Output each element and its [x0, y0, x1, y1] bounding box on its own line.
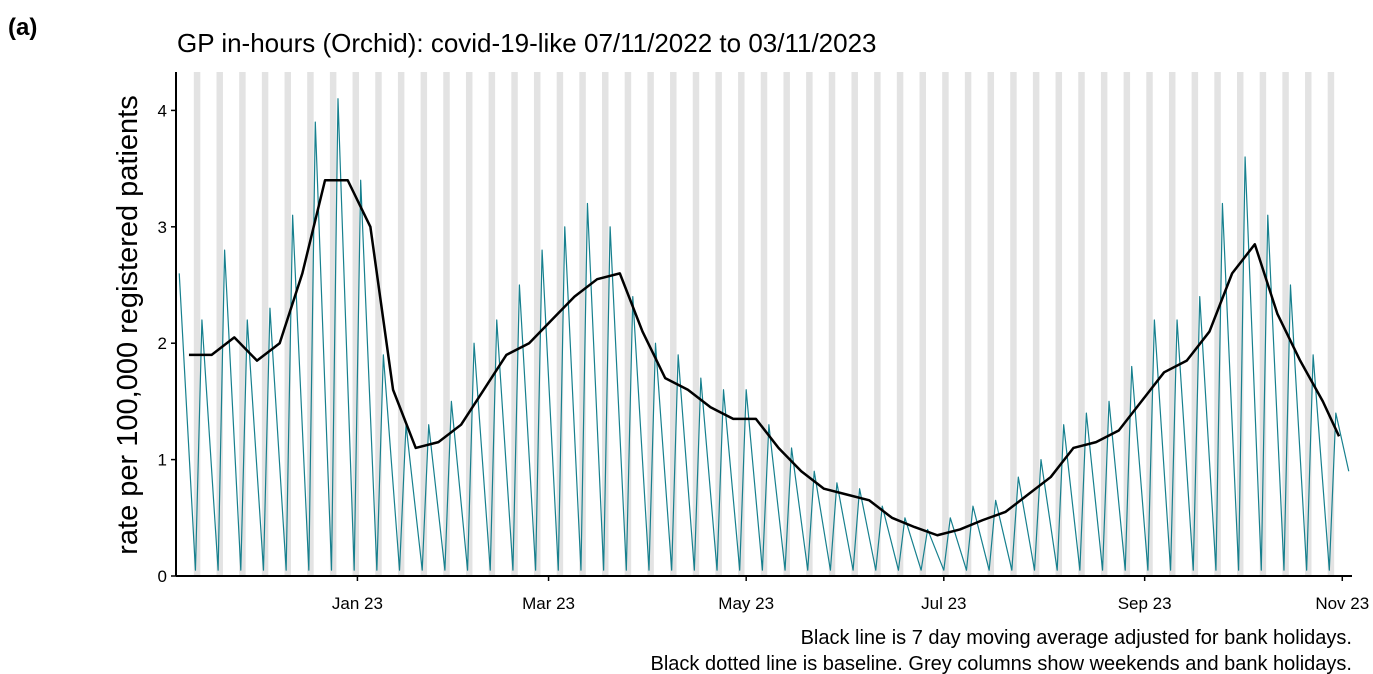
- weekend-column: [624, 72, 632, 576]
- weekend-column: [420, 72, 428, 576]
- weekend-column: [1214, 72, 1221, 576]
- x-tick-label: Nov 23: [1315, 594, 1369, 613]
- y-tick-label: 2: [158, 334, 167, 353]
- weekend-column: [352, 72, 360, 576]
- x-tick-label: Sep 23: [1118, 594, 1172, 613]
- weekend-column: [692, 72, 700, 576]
- weekend-column: [670, 72, 677, 576]
- note: Black line is 7 day moving average adjus…: [801, 627, 1352, 649]
- weekend-column: [851, 72, 858, 576]
- weekend-column: [261, 72, 269, 576]
- weekend-column: [1100, 72, 1108, 576]
- weekend-column: [329, 72, 337, 576]
- weekend-column: [397, 72, 405, 576]
- x-tick-label: Jan 23: [332, 594, 383, 613]
- weekend-column: [1010, 72, 1017, 576]
- weekend-column: [964, 72, 972, 576]
- weekend-column: [511, 72, 518, 576]
- note: Black dotted line is baseline. Grey colu…: [650, 653, 1352, 674]
- axes: 0 1 2 3 4 Jan 23 Mar 23 May 23 Jul 23 Sep 23 Nov 2…: [158, 72, 1369, 613]
- weekend-column: [239, 72, 246, 576]
- weekend-column: [896, 72, 904, 576]
- weekend-column: [1282, 72, 1289, 576]
- weekend-column: [942, 72, 949, 576]
- weekend-column: [1078, 72, 1085, 576]
- x-tick-label: Jul 23: [921, 594, 966, 613]
- plot-lines: [178, 98, 1350, 571]
- weekend-column: [919, 72, 926, 576]
- weekend-column: [874, 72, 881, 576]
- weekend-column: [216, 72, 223, 576]
- weekend-column: [533, 72, 541, 576]
- weekend-column: [1259, 72, 1267, 576]
- weekend-column: [556, 72, 564, 576]
- weekend-column: [738, 72, 745, 576]
- weekend-column: [602, 72, 609, 576]
- weekend-column: [1055, 72, 1063, 576]
- weekend-column: [783, 72, 790, 576]
- panel-label: (a): [8, 14, 37, 41]
- weekend-columns: [193, 72, 1335, 576]
- weekend-column: [1236, 72, 1244, 576]
- weekend-column: [806, 72, 813, 576]
- weekend-column: [1327, 72, 1335, 576]
- weekend-column: [284, 72, 292, 576]
- weekend-column: [1123, 72, 1131, 576]
- weekend-column: [1305, 72, 1312, 576]
- weekend-column: [1168, 72, 1176, 576]
- y-tick-label: 4: [158, 101, 167, 120]
- weekend-column: [1146, 72, 1153, 576]
- weekend-column: [465, 72, 473, 576]
- y-tick-label: 3: [158, 218, 167, 237]
- x-tick-label: May 23: [718, 594, 774, 613]
- series-line: [188, 178, 1341, 537]
- weekend-column: [715, 72, 722, 576]
- weekend-column: [1191, 72, 1199, 576]
- chart-title: GP in-hours (Orchid): covid-19-like 07/1…: [177, 28, 877, 58]
- weekend-column: [987, 72, 995, 576]
- weekend-column: [828, 72, 836, 576]
- weekend-column: [760, 72, 768, 576]
- weekend-column: [488, 72, 496, 576]
- weekend-column: [307, 72, 314, 576]
- weekend-column: [579, 72, 586, 576]
- weekend-column: [647, 72, 654, 576]
- x-tick-label: Mar 23: [522, 594, 575, 613]
- weekend-column: [443, 72, 450, 576]
- weekend-column: [375, 72, 382, 576]
- weekend-column: [1032, 72, 1040, 576]
- y-axis-label: rate per 100,000 registered patients: [112, 95, 144, 554]
- series-line: [178, 98, 1350, 571]
- y-tick-label: 1: [158, 451, 167, 470]
- weekend-column: [193, 72, 201, 576]
- y-tick-label: 0: [158, 567, 167, 586]
